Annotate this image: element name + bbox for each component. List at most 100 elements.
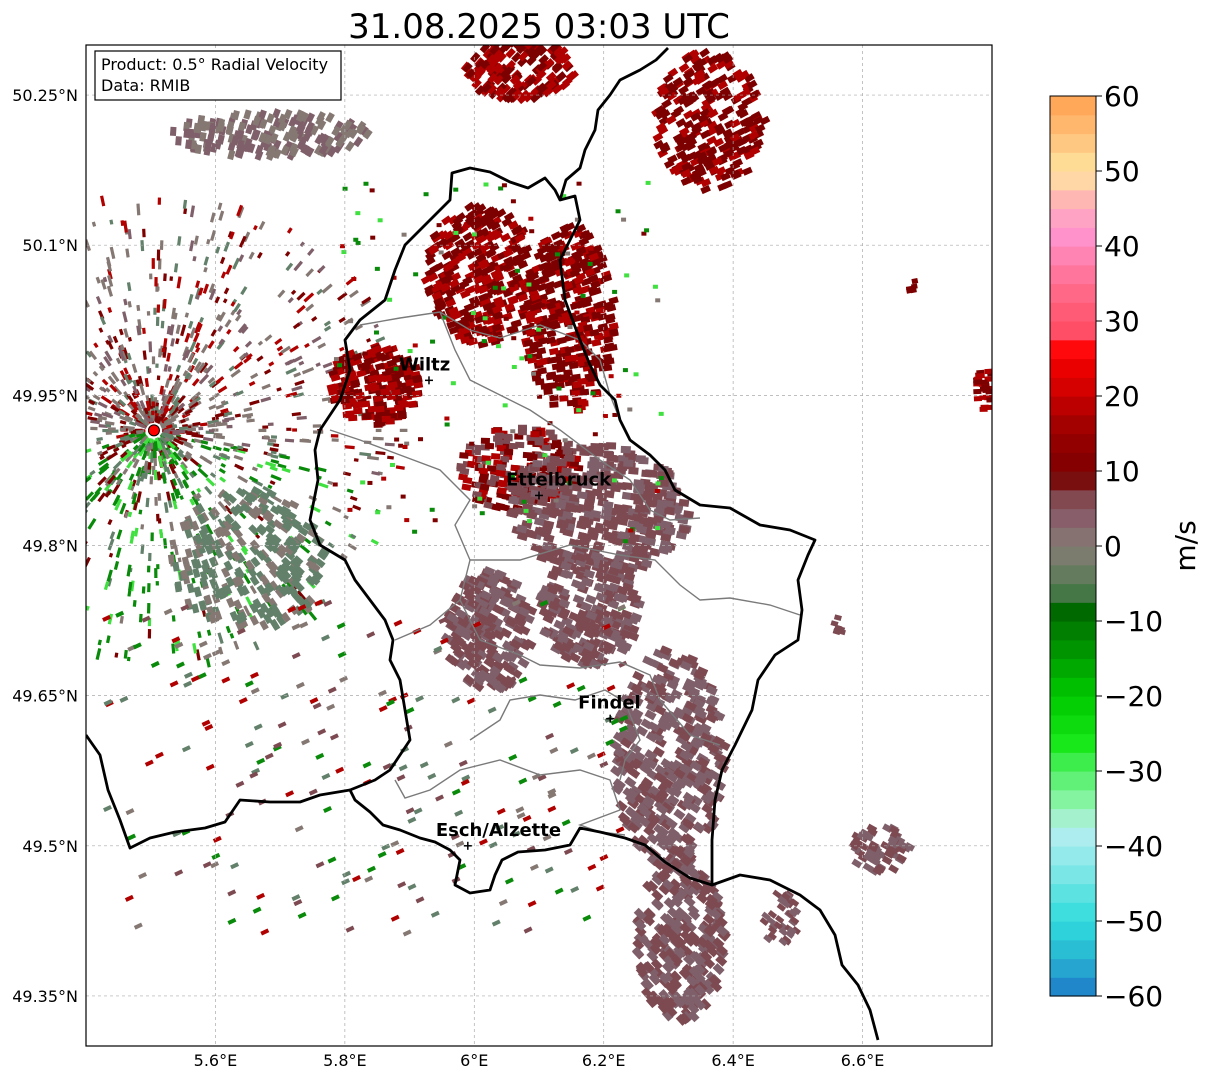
- radar-echo-pixel: [106, 285, 113, 297]
- radar-echo-pixel: [722, 54, 734, 65]
- radar-echo-pixel: [552, 280, 564, 289]
- radar-echo-pixel: [299, 544, 311, 554]
- radar-echo-pixel: [194, 342, 201, 349]
- radar-echo-pixel: [657, 125, 669, 136]
- radar-echo-pixel: [311, 335, 322, 344]
- radar-echo-pixel: [713, 122, 724, 133]
- radar-echo-pixel: [351, 277, 357, 282]
- radar-echo-pixel: [182, 350, 189, 361]
- radar-echo-pixel: [705, 93, 717, 104]
- radar-echo-pixel: [112, 335, 119, 344]
- radar-echo-pixel: [248, 475, 259, 483]
- radar-echo-pixel: [746, 79, 758, 90]
- radar-echo-pixel: [696, 151, 708, 161]
- radar-echo-pixel: [411, 390, 422, 398]
- radar-echo-pixel: [479, 511, 485, 516]
- radar-echo-pixel: [124, 414, 134, 422]
- radar-echo-pixel: [612, 289, 618, 294]
- radar-echo-pixel: [215, 314, 222, 321]
- radar-echo-pixel: [203, 266, 208, 273]
- radar-echo-pixel: [450, 381, 456, 386]
- radar-echo-pixel: [142, 327, 146, 334]
- radar-echo-pixel: [272, 443, 280, 448]
- radar-echo-pixel: [578, 236, 590, 247]
- radar-echo-pixel: [354, 324, 363, 331]
- radar-echo-pixel: [200, 439, 209, 445]
- radar-echo-pixel: [104, 490, 112, 498]
- radar-echo-pixel: [133, 527, 139, 537]
- radar-echo-pixel: [482, 302, 493, 312]
- radar-echo-pixel: [243, 355, 252, 364]
- radar-echo-pixel: [91, 221, 97, 227]
- radar-echo-pixel: [180, 324, 187, 337]
- radar-echo-pixel: [472, 268, 484, 278]
- radar-echo-pixel: [454, 238, 466, 249]
- radar-echo-pixel: [86, 508, 89, 515]
- radar-echo-pixel: [97, 639, 102, 646]
- radar-echo-pixel: [506, 325, 517, 334]
- radar-echo-pixel: [185, 453, 193, 460]
- radar-echo-pixel: [543, 388, 553, 396]
- radar-echo-pixel: [473, 285, 485, 295]
- radar-echo-pixel: [478, 467, 489, 475]
- radar-echo-pixel: [120, 220, 125, 227]
- radar-echo-pixel: [147, 583, 151, 593]
- radar-echo-pixel: [470, 202, 482, 213]
- radar-echo-pixel: [163, 364, 169, 372]
- radar-echo-pixel: [149, 476, 154, 485]
- radar-echo-pixel: [132, 385, 139, 395]
- radar-echo-pixel: [706, 120, 718, 131]
- radar-echo-pixel: [243, 351, 249, 358]
- radar-echo-pixel: [177, 394, 186, 404]
- radar-echo-pixel: [290, 289, 297, 296]
- radar-echo-pixel: [93, 342, 99, 349]
- radar-echo-pixel: [395, 465, 405, 470]
- radar-echo-pixel: [196, 492, 202, 499]
- radar-echo-pixel: [974, 379, 983, 385]
- radar-echo-pixel: [706, 55, 718, 66]
- radar-echo-pixel: [496, 344, 502, 349]
- radar-echo-pixel: [131, 413, 139, 421]
- radar-echo-pixel: [661, 89, 673, 100]
- radar-echo-pixel: [215, 376, 225, 385]
- radar-echo-pixel: [704, 161, 716, 171]
- radar-echo-pixel: [386, 505, 392, 510]
- radar-echo-pixel: [194, 346, 201, 353]
- radar-echo-pixel: [287, 297, 294, 304]
- radar-echo-pixel: [606, 454, 617, 463]
- radar-echo-pixel: [175, 338, 180, 345]
- radar-echo-pixel: [732, 68, 744, 79]
- radar-echo-pixel: [166, 393, 174, 405]
- radar-echo-pixel: [150, 532, 154, 542]
- radar-echo-pixel: [482, 316, 488, 321]
- radar-echo-pixel: [722, 91, 733, 102]
- radar-echo-pixel: [168, 417, 177, 424]
- radar-echo-pixel: [565, 251, 571, 256]
- radar-echo-pixel: [322, 361, 333, 369]
- radar-echo-pixel: [449, 278, 460, 289]
- radar-echo-pixel: [217, 202, 223, 211]
- radar-echo-pixel: [140, 524, 145, 530]
- radar-echo-pixel: [132, 452, 139, 459]
- radar-echo-pixel: [492, 62, 504, 74]
- radar-echo-pixel: [603, 490, 615, 499]
- radar-echo-pixel: [507, 220, 519, 230]
- radar-echo-pixel: [511, 336, 517, 341]
- radar-echo-pixel: [622, 368, 628, 373]
- radar-echo-pixel: [181, 439, 192, 447]
- radar-echo-pixel: [174, 374, 180, 382]
- radar-echo-pixel: [331, 438, 339, 442]
- radar-echo-pixel: [699, 47, 710, 58]
- radar-echo-pixel: [269, 447, 279, 452]
- radar-echo-pixel: [189, 457, 200, 466]
- radar-echo-pixel: [107, 427, 116, 431]
- radar-echo-pixel: [171, 307, 176, 320]
- radar-echo-pixel: [98, 361, 106, 370]
- radar-echo-pixel: [238, 254, 245, 263]
- radar-echo-pixel: [204, 485, 213, 495]
- radar-echo-pixel: [701, 157, 713, 167]
- radar-echo-pixel: [189, 327, 197, 339]
- radar-echo-pixel: [135, 477, 142, 486]
- radar-echo-pixel: [248, 380, 256, 387]
